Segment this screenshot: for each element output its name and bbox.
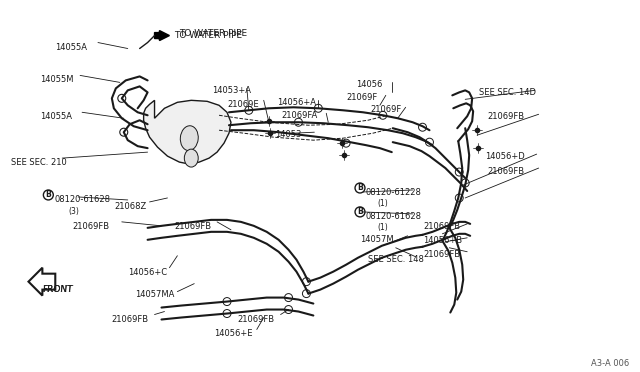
Text: B: B	[357, 183, 363, 192]
Text: 14055A: 14055A	[55, 42, 87, 52]
Text: 14055M: 14055M	[40, 76, 74, 84]
Text: TO WATER PIPE: TO WATER PIPE	[174, 31, 243, 39]
Text: 08120-61628: 08120-61628	[366, 212, 422, 221]
Text: B: B	[357, 208, 363, 217]
Text: 14056+E: 14056+E	[214, 330, 253, 339]
Text: 14056+B: 14056+B	[424, 236, 463, 245]
Text: 21069FB: 21069FB	[174, 222, 211, 231]
Text: 14053+A: 14053+A	[212, 86, 251, 95]
Text: 08120-61228: 08120-61228	[366, 188, 422, 197]
Text: 14057MA: 14057MA	[134, 290, 174, 299]
Text: 14056: 14056	[356, 80, 383, 89]
Text: 14053: 14053	[275, 130, 301, 139]
Text: FRONT: FRONT	[42, 285, 73, 294]
Text: 14056+A: 14056+A	[276, 98, 316, 108]
Text: 08120-61628: 08120-61628	[54, 195, 110, 204]
Text: 21069F: 21069F	[346, 93, 378, 102]
Ellipse shape	[180, 126, 198, 151]
Text: 14057M: 14057M	[360, 235, 394, 244]
Text: 21069FA: 21069FA	[282, 111, 318, 120]
Text: 14055A: 14055A	[40, 112, 72, 121]
FancyArrow shape	[154, 31, 170, 41]
Text: SEE SEC. 210: SEE SEC. 210	[11, 158, 67, 167]
Text: SEE SEC. 14D: SEE SEC. 14D	[479, 89, 536, 97]
Text: 21069FB: 21069FB	[237, 314, 274, 324]
Text: (1): (1)	[378, 223, 388, 232]
Polygon shape	[29, 268, 55, 296]
Text: 14056+C: 14056+C	[128, 268, 167, 277]
Text: 14056+D: 14056+D	[485, 152, 525, 161]
Text: FRONT: FRONT	[42, 285, 73, 294]
Text: 21069FB: 21069FB	[487, 112, 524, 121]
Text: 21069FB: 21069FB	[424, 222, 461, 231]
Text: 21069FB: 21069FB	[487, 167, 524, 176]
Text: 21069F: 21069F	[370, 105, 401, 114]
Ellipse shape	[184, 149, 198, 167]
Text: A3-A 006: A3-A 006	[591, 359, 630, 368]
Text: 21068Z: 21068Z	[115, 202, 147, 211]
Text: 21069FB: 21069FB	[72, 222, 109, 231]
Text: (1): (1)	[378, 199, 388, 208]
Text: 21069FB: 21069FB	[424, 250, 461, 259]
Polygon shape	[143, 100, 231, 164]
Text: B: B	[45, 190, 51, 199]
Text: 21069E: 21069E	[227, 100, 259, 109]
Text: TO WATER PIPE: TO WATER PIPE	[179, 29, 248, 38]
Text: SEE SEC. 148: SEE SEC. 148	[368, 255, 424, 264]
Text: 21069FB: 21069FB	[112, 314, 149, 324]
Text: (3): (3)	[68, 207, 79, 216]
